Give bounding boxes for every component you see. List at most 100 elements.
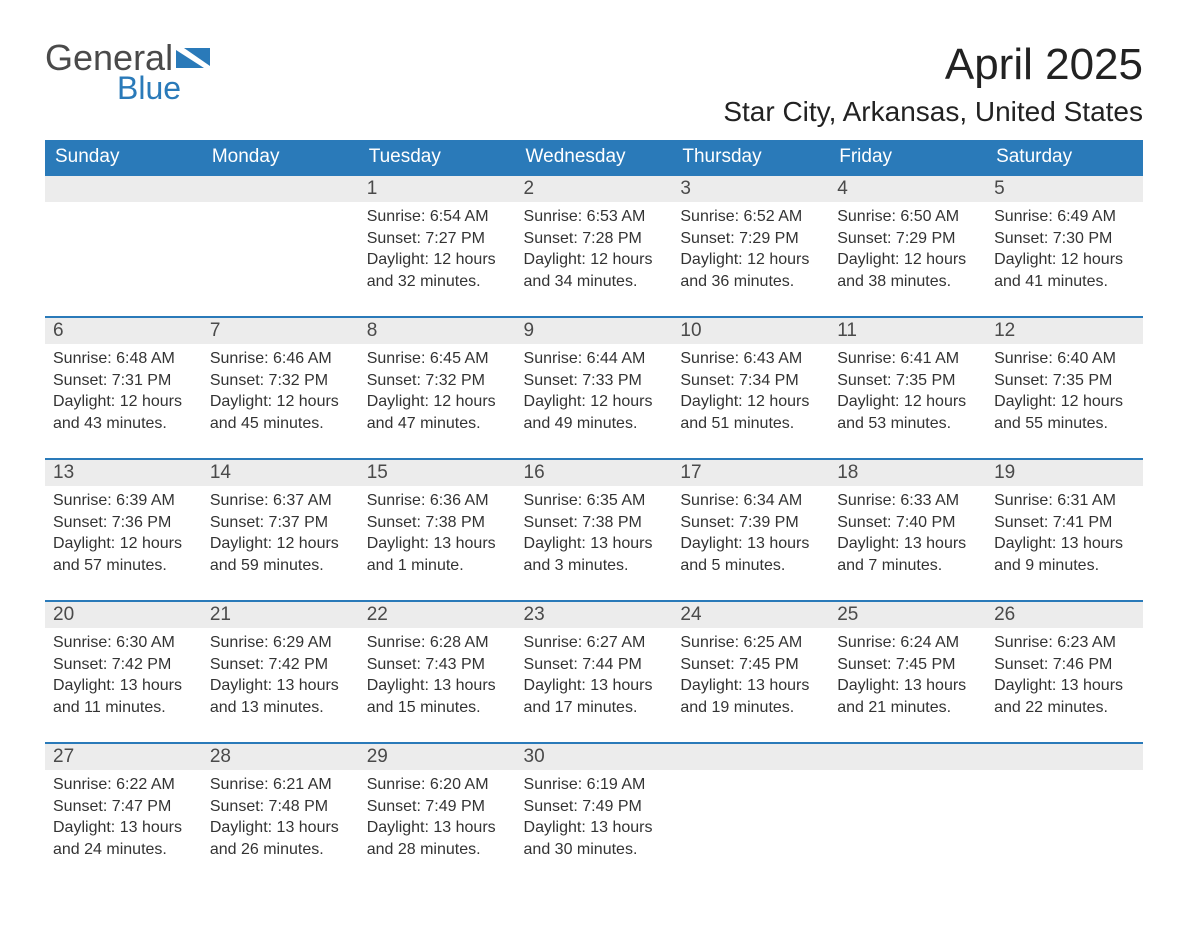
daylight-line-2: and 24 minutes. (53, 839, 194, 861)
day-details: Sunrise: 6:22 AMSunset: 7:47 PMDaylight:… (45, 770, 202, 868)
sunset-line: Sunset: 7:49 PM (367, 796, 508, 818)
calendar-day: 10Sunrise: 6:43 AMSunset: 7:34 PMDayligh… (672, 317, 829, 459)
calendar-week: 27Sunrise: 6:22 AMSunset: 7:47 PMDayligh… (45, 743, 1143, 885)
sunset-line: Sunset: 7:34 PM (680, 370, 821, 392)
daylight-line-2: and 34 minutes. (524, 271, 665, 293)
day-details: Sunrise: 6:19 AMSunset: 7:49 PMDaylight:… (516, 770, 673, 868)
daylight-line-1: Daylight: 13 hours (53, 675, 194, 697)
location-subtitle: Star City, Arkansas, United States (723, 96, 1143, 128)
dayname-header: Thursday (672, 140, 829, 175)
day-details: Sunrise: 6:24 AMSunset: 7:45 PMDaylight:… (829, 628, 986, 726)
daylight-line-2: and 51 minutes. (680, 413, 821, 435)
daylight-line-2: and 49 minutes. (524, 413, 665, 435)
dayname-header: Saturday (986, 140, 1143, 175)
daylight-line-1: Daylight: 13 hours (367, 533, 508, 555)
daylight-line-2: and 41 minutes. (994, 271, 1135, 293)
day-details: Sunrise: 6:44 AMSunset: 7:33 PMDaylight:… (516, 344, 673, 442)
day-number: 20 (45, 602, 202, 628)
daylight-line-1: Daylight: 12 hours (837, 249, 978, 271)
daylight-line-1: Daylight: 13 hours (524, 533, 665, 555)
sunrise-line: Sunrise: 6:30 AM (53, 632, 194, 654)
day-details: Sunrise: 6:39 AMSunset: 7:36 PMDaylight:… (45, 486, 202, 584)
sunset-line: Sunset: 7:30 PM (994, 228, 1135, 250)
calendar-day: 20Sunrise: 6:30 AMSunset: 7:42 PMDayligh… (45, 601, 202, 743)
month-title: April 2025 (723, 40, 1143, 90)
sunrise-line: Sunrise: 6:50 AM (837, 206, 978, 228)
calendar-day: 26Sunrise: 6:23 AMSunset: 7:46 PMDayligh… (986, 601, 1143, 743)
day-number: 16 (516, 460, 673, 486)
sunset-line: Sunset: 7:27 PM (367, 228, 508, 250)
day-number: 4 (829, 176, 986, 202)
day-number (202, 176, 359, 202)
daylight-line-1: Daylight: 12 hours (837, 391, 978, 413)
day-number: 14 (202, 460, 359, 486)
sunset-line: Sunset: 7:33 PM (524, 370, 665, 392)
day-details: Sunrise: 6:29 AMSunset: 7:42 PMDaylight:… (202, 628, 359, 726)
calendar-day: 29 Sunrise: 6:20 AMSunset: 7:49 PMDayligh… (359, 743, 516, 885)
sunrise-line: Sunrise: 6:39 AM (53, 490, 194, 512)
daylight-line-1: Daylight: 12 hours (524, 391, 665, 413)
calendar-day: 12Sunrise: 6:40 AMSunset: 7:35 PMDayligh… (986, 317, 1143, 459)
calendar-day: 4Sunrise: 6:50 AMSunset: 7:29 PMDaylight… (829, 175, 986, 317)
calendar-empty (45, 175, 202, 317)
sunrise-line: Sunrise: 6:53 AM (524, 206, 665, 228)
daylight-line-1: Daylight: 12 hours (367, 249, 508, 271)
sunset-line: Sunset: 7:39 PM (680, 512, 821, 534)
calendar-day: 9Sunrise: 6:44 AMSunset: 7:33 PMDaylight… (516, 317, 673, 459)
day-number: 27 (45, 744, 202, 770)
calendar-week: 20Sunrise: 6:30 AMSunset: 7:42 PMDayligh… (45, 601, 1143, 743)
sunrise-line: Sunrise: 6:20 AM (367, 774, 508, 796)
day-details: Sunrise: 6:35 AMSunset: 7:38 PMDaylight:… (516, 486, 673, 584)
daylight-line-1: Daylight: 13 hours (994, 533, 1135, 555)
dayname-header: Monday (202, 140, 359, 175)
day-number: 15 (359, 460, 516, 486)
sunrise-line: Sunrise: 6:52 AM (680, 206, 821, 228)
sunrise-line: Sunrise: 6:23 AM (994, 632, 1135, 654)
daylight-line-2: and 13 minutes. (210, 697, 351, 719)
daylight-line-1: Daylight: 12 hours (680, 391, 821, 413)
sunrise-line: Sunrise: 6:49 AM (994, 206, 1135, 228)
sunrise-line: Sunrise: 6:27 AM (524, 632, 665, 654)
calendar-day: 2Sunrise: 6:53 AMSunset: 7:28 PMDaylight… (516, 175, 673, 317)
dayname-header: Wednesday (516, 140, 673, 175)
day-details: Sunrise: 6:52 AMSunset: 7:29 PMDaylight:… (672, 202, 829, 300)
sunset-line: Sunset: 7:49 PM (524, 796, 665, 818)
sunset-line: Sunset: 7:35 PM (837, 370, 978, 392)
day-number: 6 (45, 318, 202, 344)
calendar-day: 21Sunrise: 6:29 AMSunset: 7:42 PMDayligh… (202, 601, 359, 743)
day-details: Sunrise: 6:50 AMSunset: 7:29 PMDaylight:… (829, 202, 986, 300)
daylight-line-2: and 32 minutes. (367, 271, 508, 293)
daylight-line-2: and 26 minutes. (210, 839, 351, 861)
calendar-day: 14Sunrise: 6:37 AMSunset: 7:37 PMDayligh… (202, 459, 359, 601)
daylight-line-1: Daylight: 12 hours (210, 533, 351, 555)
day-details: Sunrise: 6:41 AMSunset: 7:35 PMDaylight:… (829, 344, 986, 442)
day-number: 30 (516, 744, 673, 770)
calendar-day: 5Sunrise: 6:49 AMSunset: 7:30 PMDaylight… (986, 175, 1143, 317)
calendar-day: 30Sunrise: 6:19 AMSunset: 7:49 PMDayligh… (516, 743, 673, 885)
dayname-header: Tuesday (359, 140, 516, 175)
sunrise-line: Sunrise: 6:19 AM (524, 774, 665, 796)
sunset-line: Sunset: 7:43 PM (367, 654, 508, 676)
page-header: General Blue April 2025 Star City, Arkan… (45, 40, 1143, 128)
day-number: 29 (359, 744, 516, 770)
sunset-line: Sunset: 7:29 PM (680, 228, 821, 250)
sunset-line: Sunset: 7:28 PM (524, 228, 665, 250)
daylight-line-1: Daylight: 13 hours (53, 817, 194, 839)
daylight-line-2: and 9 minutes. (994, 555, 1135, 577)
sunset-line: Sunset: 7:45 PM (680, 654, 821, 676)
calendar-day: 6Sunrise: 6:48 AMSunset: 7:31 PMDaylight… (45, 317, 202, 459)
sunset-line: Sunset: 7:35 PM (994, 370, 1135, 392)
day-number: 19 (986, 460, 1143, 486)
sunrise-line: Sunrise: 6:46 AM (210, 348, 351, 370)
daylight-line-1: Daylight: 13 hours (210, 817, 351, 839)
daylight-line-2: and 22 minutes. (994, 697, 1135, 719)
day-number: 8 (359, 318, 516, 344)
day-details: Sunrise: 6:33 AMSunset: 7:40 PMDaylight:… (829, 486, 986, 584)
sunrise-line: Sunrise: 6:21 AM (210, 774, 351, 796)
daylight-line-1: Daylight: 13 hours (367, 817, 508, 839)
day-details: Sunrise: 6:28 AMSunset: 7:43 PMDaylight:… (359, 628, 516, 726)
day-details: Sunrise: 6:36 AMSunset: 7:38 PMDaylight:… (359, 486, 516, 584)
day-number: 28 (202, 744, 359, 770)
day-number: 1 (359, 176, 516, 202)
calendar-day: 18Sunrise: 6:33 AMSunset: 7:40 PMDayligh… (829, 459, 986, 601)
